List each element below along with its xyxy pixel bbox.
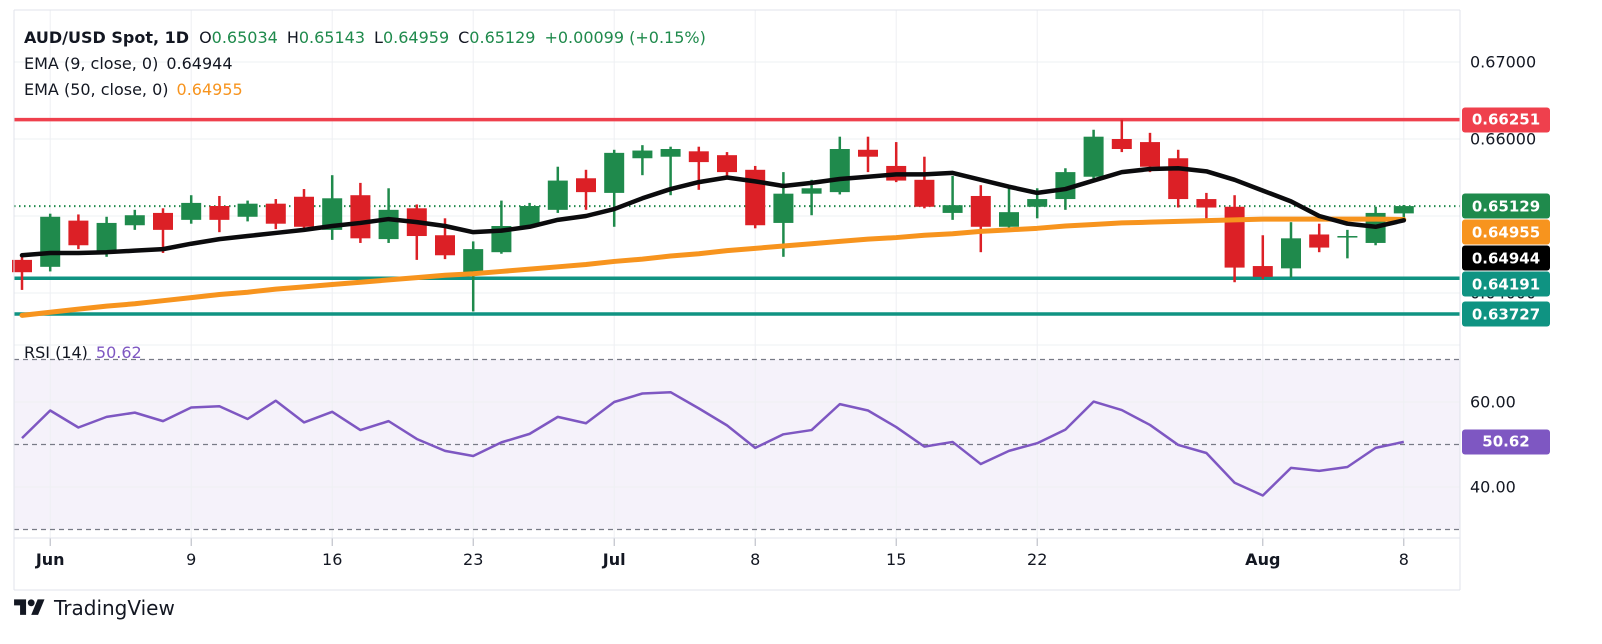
main-legend: AUD/USD Spot, 1D O0.65034 H0.65143 L0.64…: [24, 24, 715, 102]
price-badge: 0.64955: [1462, 219, 1550, 245]
high-value: H0.65143: [286, 27, 366, 47]
tradingview-logo-icon: [14, 599, 45, 615]
rsi-label: RSI (14): [24, 342, 88, 362]
time-axis-label: Jul: [602, 550, 626, 569]
ema9-label: EMA (9, close, 0): [24, 53, 159, 73]
tradingview-wordmark: TradingView: [54, 596, 175, 620]
price-badge: 0.64944: [1462, 245, 1550, 271]
time-axis[interactable]: Jun 9 16 23 Jul 8 15 22 Aug 8: [0, 538, 1602, 590]
ema9-value: 0.64944: [166, 53, 233, 73]
tradingview-logo[interactable]: TradingView: [14, 596, 175, 620]
price-badge: 0.66251: [1462, 107, 1550, 133]
change-value: +0.00099 (+0.15%): [544, 27, 706, 47]
price-badge: 0.63727: [1462, 301, 1550, 327]
ema50-label: EMA (50, close, 0): [24, 79, 169, 99]
rsi-legend-row[interactable]: RSI (14) 50.62: [24, 341, 142, 363]
time-axis-label: 16: [322, 550, 343, 569]
rsi-value: 50.62: [95, 342, 142, 362]
price-axis[interactable]: 0.670000.660000.6400060.0040.000.662510.…: [1460, 0, 1602, 590]
ema50-value: 0.64955: [176, 79, 243, 99]
price-axis-label: 0.66000: [1470, 129, 1537, 149]
time-axis-label: Aug: [1245, 550, 1281, 569]
time-axis-label: 9: [186, 550, 197, 569]
time-axis-label: Jun: [35, 550, 65, 569]
ema9-legend-row[interactable]: EMA (9, close, 0) 0.64944: [24, 50, 715, 76]
open-value: O0.65034: [199, 27, 278, 47]
time-axis-label: 8: [750, 550, 761, 569]
time-axis-label: 15: [886, 550, 907, 569]
price-axis-label: 0.67000: [1470, 52, 1537, 72]
time-axis-label: 22: [1027, 550, 1048, 569]
time-axis-label: 8: [1398, 550, 1409, 569]
rsi-badge: 50.62: [1462, 429, 1550, 455]
price-badge: 0.65129: [1462, 193, 1550, 219]
rsi-axis-label: 40.00: [1470, 477, 1516, 497]
ema50-legend-row[interactable]: EMA (50, close, 0) 0.64955: [24, 76, 715, 102]
close-value: C0.65129: [458, 27, 536, 47]
symbol-legend-row[interactable]: AUD/USD Spot, 1D O0.65034 H0.65143 L0.64…: [24, 24, 715, 50]
low-value: L0.64959: [374, 27, 450, 47]
price-badge: 0.64191: [1462, 271, 1550, 297]
time-axis-label: 23: [463, 550, 484, 569]
rsi-axis-label: 60.00: [1470, 392, 1516, 412]
symbol-title: AUD/USD Spot, 1D: [24, 27, 190, 47]
